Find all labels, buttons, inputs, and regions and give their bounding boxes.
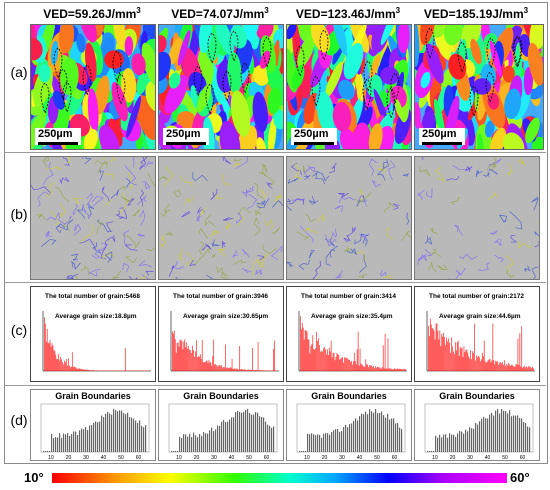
ebsd-map-3: 250µm bbox=[286, 24, 412, 150]
tick-label: 60 bbox=[520, 455, 526, 460]
row-divider bbox=[4, 282, 546, 283]
row-label-c: (c) bbox=[10, 322, 28, 338]
row-label-a: (a) bbox=[10, 64, 28, 80]
grain-size-histogram-3: The total number of grain:3414 Average g… bbox=[286, 286, 412, 382]
boundary-map-3 bbox=[286, 156, 412, 280]
tick-label: 20 bbox=[450, 455, 456, 460]
tick-label: 10 bbox=[304, 455, 310, 460]
grain-size-text: Average grain size:35.4µm bbox=[311, 313, 393, 320]
tick-label: 50 bbox=[374, 455, 380, 460]
tick-label: 60 bbox=[264, 455, 270, 460]
row-label-d: (d) bbox=[10, 412, 28, 428]
tick-label: 60 bbox=[392, 455, 398, 460]
chart-title: Grain Boundaries bbox=[183, 391, 259, 401]
tick-label: 40 bbox=[357, 455, 363, 460]
tick-label: 40 bbox=[485, 455, 491, 460]
tick-label: 30 bbox=[83, 455, 89, 460]
ved-header-4: VED=185.19J/mm3 bbox=[423, 6, 529, 21]
tick-label: 50 bbox=[246, 455, 252, 460]
grain-boundaries-chart-3: 10 20 30 40 50 60 Grain Boundaries bbox=[286, 389, 412, 461]
misorientation-colorbar bbox=[52, 473, 507, 483]
grain-count-text: The total number of grain:5468 bbox=[45, 293, 140, 300]
chart-title: Grain Boundaries bbox=[55, 391, 131, 401]
row-divider bbox=[4, 152, 546, 153]
chart-title: Grain Boundaries bbox=[311, 391, 387, 401]
grain-count-text: The total number of grain:3946 bbox=[173, 293, 268, 300]
ebsd-map-2: 250µm bbox=[158, 24, 284, 150]
tick-label: 40 bbox=[229, 455, 235, 460]
tick-label: 30 bbox=[467, 455, 473, 460]
scale-bar: 250µm bbox=[163, 128, 209, 145]
scale-bar: 250µm bbox=[291, 128, 337, 145]
tick-label: 30 bbox=[339, 455, 345, 460]
grain-boundaries-chart-2: 10 20 30 40 50 60 Grain Boundaries bbox=[158, 389, 284, 461]
boundary-map-1 bbox=[30, 156, 156, 280]
ved-header-1: VED=59.26J/mm3 bbox=[43, 6, 141, 21]
scale-bar: 250µm bbox=[419, 128, 465, 145]
ved-header-3: VED=123.46J/mm3 bbox=[295, 6, 401, 21]
tick-label: 50 bbox=[502, 455, 508, 460]
tick-label: 20 bbox=[322, 455, 328, 460]
grain-count-text: The total number of grain:3414 bbox=[301, 293, 396, 300]
tick-label: 20 bbox=[194, 455, 200, 460]
colorbar-max-label: 60° bbox=[510, 470, 530, 485]
scale-bar: 250µm bbox=[35, 128, 81, 145]
colorbar-min-label: 10° bbox=[24, 470, 44, 485]
grain-boundaries-chart-1: 10 20 30 40 50 60 Grain Boundaries bbox=[30, 389, 156, 461]
grain-boundaries-chart-4: 10 20 30 40 50 60 Grain Boundaries bbox=[414, 389, 540, 461]
tick-label: 10 bbox=[176, 455, 182, 460]
tick-label: 50 bbox=[118, 455, 124, 460]
row-label-b: (b) bbox=[10, 206, 28, 222]
ved-header-2: VED=74.07J/mm3 bbox=[171, 6, 269, 21]
grain-size-histogram-2: The total number of grain:3946 Average g… bbox=[158, 286, 284, 382]
tick-label: 10 bbox=[48, 455, 54, 460]
ebsd-map-4: 250µm bbox=[414, 24, 544, 150]
grain-size-histogram-4: The total number of grain:2172 Average g… bbox=[414, 286, 540, 382]
grain-size-text: Average grain size:44.6µm bbox=[439, 313, 521, 320]
chart-title: Grain Boundaries bbox=[439, 391, 515, 401]
grain-size-histogram-1: The total number of grain:5468 Average g… bbox=[30, 286, 156, 382]
row-divider bbox=[4, 385, 546, 386]
boundary-map-2 bbox=[158, 156, 284, 280]
grain-size-text: Average grain size:30.65µm bbox=[183, 313, 269, 320]
tick-label: 20 bbox=[66, 455, 72, 460]
grain-count-text: The total number of grain:2172 bbox=[429, 293, 524, 300]
grain-size-text: Average grain size:18.8µm bbox=[55, 313, 137, 320]
ebsd-map-1: 250µm bbox=[30, 24, 156, 150]
tick-label: 30 bbox=[211, 455, 217, 460]
tick-label: 60 bbox=[136, 455, 142, 460]
tick-label: 10 bbox=[432, 455, 438, 460]
boundary-map-4 bbox=[414, 156, 540, 280]
tick-label: 40 bbox=[101, 455, 107, 460]
